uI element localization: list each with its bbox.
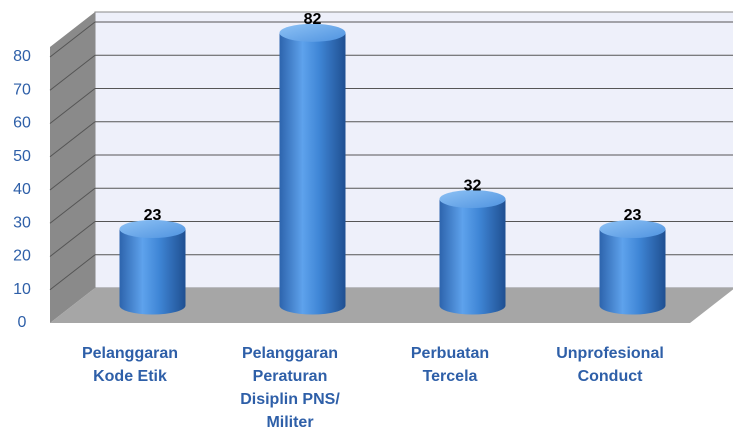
y-tick-label: 30 bbox=[13, 214, 31, 231]
x-tick-label: Pelanggaran Kode Etik bbox=[81, 345, 179, 385]
bar-top bbox=[119, 220, 186, 239]
grid-line-side bbox=[49, 54, 96, 91]
floor bbox=[50, 288, 733, 323]
side-wall bbox=[50, 12, 95, 324]
value-label: 23 bbox=[624, 207, 642, 224]
x-tick-label: Perbuatan Tercela bbox=[410, 345, 490, 385]
y-tick-label: 10 bbox=[13, 281, 31, 298]
value-label: 82 bbox=[304, 11, 322, 28]
bar-body bbox=[119, 229, 186, 315]
bar-body bbox=[279, 32, 346, 315]
y-tick-label: 70 bbox=[13, 81, 31, 98]
grid-line-side bbox=[49, 187, 96, 224]
grid-line-side bbox=[49, 21, 96, 58]
y-tick-label: 60 bbox=[13, 115, 31, 132]
bar bbox=[599, 220, 666, 315]
grid-line-side bbox=[49, 88, 96, 124]
bar bbox=[119, 220, 186, 315]
y-tick-label: 50 bbox=[13, 148, 31, 165]
y-tick-label: 20 bbox=[13, 248, 31, 265]
grid-line-side bbox=[49, 154, 96, 191]
x-tick-label: Unprofesional Conduct bbox=[556, 345, 664, 385]
bar-body bbox=[599, 229, 666, 315]
value-label: 23 bbox=[144, 207, 162, 224]
x-tick-label: Pelanggaran Peraturan Disiplin PNS/ Mili… bbox=[240, 345, 340, 431]
bar-top bbox=[599, 220, 666, 239]
grid-line-side bbox=[49, 221, 96, 257]
bar bbox=[279, 23, 346, 315]
value-label: 32 bbox=[464, 177, 482, 194]
y-tick-label: 0 bbox=[18, 314, 27, 331]
y-tick-label: 40 bbox=[13, 181, 31, 198]
grid-line-side bbox=[49, 254, 96, 291]
bar-body bbox=[439, 199, 506, 315]
grid-line-side bbox=[49, 121, 96, 158]
bar-top bbox=[439, 190, 506, 209]
bar-top bbox=[279, 23, 346, 42]
bar bbox=[439, 190, 506, 315]
y-tick-label: 80 bbox=[13, 48, 31, 65]
